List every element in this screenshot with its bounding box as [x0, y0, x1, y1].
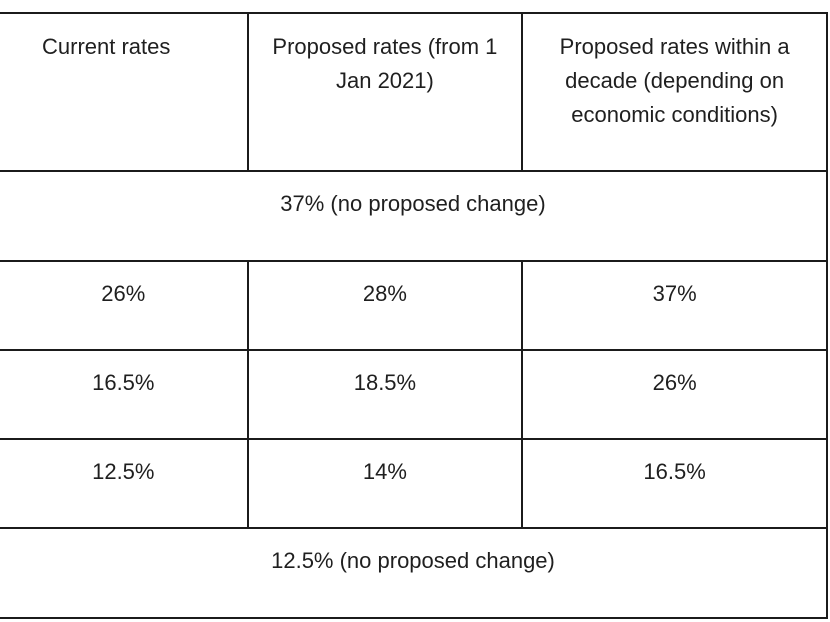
current-rate-cell: 26% — [0, 260, 249, 351]
header-proposed-rates-2021: Proposed rates (from 1 Jan 2021) — [246, 12, 524, 172]
header-proposed-rates-decade: Proposed rates within a decade (dependin… — [521, 12, 828, 172]
table-row: 12.5% 14% 16.5% — [0, 438, 828, 529]
proposed-2021-rate-cell: 28% — [246, 260, 524, 351]
merged-rate-cell: 37% (no proposed change) — [0, 170, 828, 262]
tax-rates-table: Current rates Proposed rates (from 1 Jan… — [0, 12, 828, 619]
proposed-2021-rate-cell: 18.5% — [246, 349, 524, 440]
merged-rate-cell: 12.5% (no proposed change) — [0, 527, 828, 619]
table-row: 12.5% (no proposed change) — [0, 527, 828, 619]
table-row: 37% (no proposed change) — [0, 170, 828, 262]
proposed-decade-rate-cell: 37% — [521, 260, 828, 351]
proposed-decade-rate-cell: 26% — [521, 349, 828, 440]
header-current-rates: Current rates — [0, 12, 249, 172]
proposed-decade-rate-cell: 16.5% — [521, 438, 828, 529]
table-row: 16.5% 18.5% 26% — [0, 349, 828, 440]
table-header-row: Current rates Proposed rates (from 1 Jan… — [0, 12, 828, 172]
table-row: 26% 28% 37% — [0, 260, 828, 351]
current-rate-cell: 16.5% — [0, 349, 249, 440]
proposed-2021-rate-cell: 14% — [246, 438, 524, 529]
current-rate-cell: 12.5% — [0, 438, 249, 529]
